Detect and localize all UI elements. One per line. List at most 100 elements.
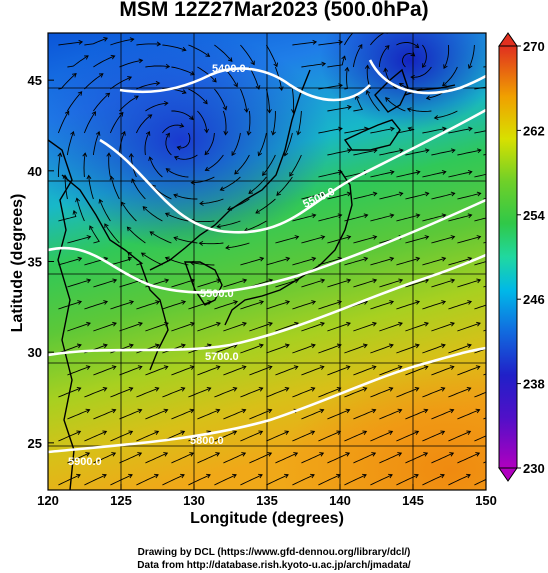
- streamline-arrowhead: [258, 430, 264, 435]
- streamline: [292, 430, 315, 442]
- streamline: [231, 132, 241, 156]
- streamline: [370, 33, 385, 46]
- streamline-arrowhead: [296, 130, 302, 136]
- streamline-arrowhead: [86, 321, 91, 327]
- streamline-arrowhead: [423, 408, 429, 414]
- streamline: [448, 344, 472, 354]
- streamline: [214, 474, 237, 486]
- streamline: [457, 452, 480, 464]
- streamline: [431, 409, 454, 420]
- y-axis-label: Latitude (degrees): [9, 193, 26, 333]
- streamline-arrowhead: [310, 430, 316, 435]
- streamline: [396, 127, 415, 134]
- streamline: [136, 430, 159, 442]
- streamline-arrowhead: [476, 191, 482, 197]
- streamline-arrowhead: [86, 174, 92, 180]
- streamline-arrowhead: [468, 126, 473, 132]
- streamline-arrowhead: [72, 73, 77, 78]
- streamline: [291, 88, 295, 113]
- streamline: [118, 131, 126, 156]
- x-tick-label: 130: [183, 493, 205, 508]
- streamline-arrowhead: [127, 251, 132, 257]
- streamline-arrowhead: [450, 148, 456, 154]
- streamline-arrowhead: [111, 408, 117, 414]
- streamline: [205, 154, 224, 171]
- streamline: [422, 257, 446, 266]
- streamline-arrowhead: [371, 408, 377, 414]
- streamline: [474, 173, 486, 178]
- streamline: [292, 41, 317, 46]
- streamline: [84, 301, 108, 310]
- streamline: [448, 301, 472, 310]
- streamline: [318, 171, 342, 178]
- streamline: [214, 88, 227, 110]
- streamline-arrowhead: [372, 278, 378, 284]
- streamline-arrowhead: [82, 152, 88, 157]
- streamline-arrowhead: [137, 452, 143, 457]
- streamline-arrowhead: [149, 231, 155, 236]
- streamline-arrowhead: [441, 256, 447, 262]
- streamline-arrowhead: [259, 256, 265, 262]
- streamline-arrowhead: [346, 235, 352, 240]
- streamline: [217, 220, 241, 228]
- wind-streamlines: [57, 33, 486, 486]
- streamline-arrowhead: [155, 80, 161, 86]
- streamline-arrowhead: [337, 213, 343, 219]
- streamline-arrowhead: [233, 82, 238, 88]
- streamline-arrowhead: [440, 430, 446, 435]
- streamline: [240, 257, 264, 266]
- streamline: [344, 474, 367, 486]
- streamline-arrowhead: [231, 151, 236, 157]
- streamline: [67, 91, 83, 112]
- streamline: [249, 409, 272, 420]
- streamline: [240, 474, 263, 486]
- streamline-arrowhead: [142, 206, 148, 211]
- streamline-arrowhead: [345, 365, 351, 370]
- streamline: [457, 409, 480, 420]
- streamline: [223, 279, 247, 288]
- streamline-arrowhead: [242, 321, 247, 327]
- streamline-arrowhead: [212, 77, 217, 83]
- streamline-arrowhead: [173, 193, 178, 199]
- streamline-arrowhead: [258, 386, 264, 392]
- streamline: [57, 111, 70, 134]
- streamline: [275, 366, 298, 376]
- streamline-arrowhead: [440, 386, 446, 392]
- streamline: [318, 344, 342, 354]
- streamline: [422, 127, 447, 134]
- credit-data: Data from http://database.rish.kyoto-u.a…: [137, 560, 411, 571]
- streamline-arrowhead: [76, 430, 82, 435]
- streamline: [110, 387, 133, 398]
- streamline-arrowhead: [336, 343, 342, 349]
- streamline: [119, 366, 142, 376]
- streamline-arrowhead: [293, 452, 299, 457]
- streamline: [141, 252, 163, 266]
- streamline: [292, 474, 315, 486]
- streamline-arrowhead: [121, 201, 126, 207]
- streamline: [174, 154, 198, 160]
- streamline: [318, 84, 343, 90]
- streamline-arrowhead: [344, 66, 350, 72]
- streamline: [344, 214, 368, 222]
- streamline-arrowhead: [246, 130, 252, 136]
- streamline: [58, 301, 82, 310]
- streamline: [385, 97, 406, 112]
- streamline-arrowhead: [414, 430, 420, 435]
- streamline: [297, 110, 302, 135]
- streamline: [405, 366, 428, 376]
- streamline: [162, 474, 185, 486]
- streamline-arrowhead: [127, 76, 133, 81]
- colorbar: 270 262 254 246 238 230: [498, 32, 545, 482]
- streamline-arrowhead: [204, 166, 210, 172]
- streamline: [171, 409, 194, 420]
- streamline: [344, 127, 369, 134]
- streamline: [301, 322, 325, 332]
- streamline-arrowhead: [346, 191, 352, 197]
- streamline-arrowhead: [364, 64, 370, 70]
- colorbar-tick-label: 246: [523, 292, 545, 307]
- streamline-arrowhead: [336, 386, 342, 392]
- streamline-arrowhead: [70, 130, 75, 136]
- streamline-arrowhead: [98, 73, 104, 78]
- x-tick-label: 135: [256, 493, 278, 508]
- streamline: [249, 366, 272, 376]
